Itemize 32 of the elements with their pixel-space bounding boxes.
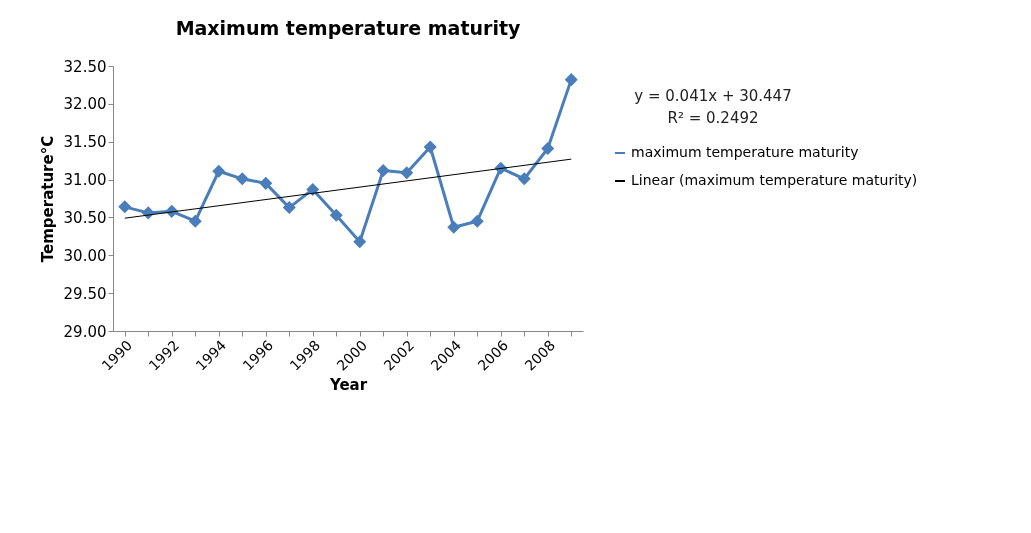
y-tick-label: 29.00 (63, 322, 107, 341)
point (118, 200, 132, 214)
point (188, 214, 202, 228)
point (541, 142, 555, 156)
y-tick-label: 30.00 (63, 246, 107, 265)
text: R² = 0.2492 (667, 109, 759, 127)
point (353, 235, 367, 249)
point (282, 201, 296, 215)
legend-label: maximum temperature maturity (631, 144, 859, 160)
point (470, 214, 484, 228)
point (259, 176, 273, 190)
y-tick-label: 32.50 (63, 57, 107, 76)
x-axis-title: Year (328, 375, 368, 394)
y-tick-label: 31.00 (63, 171, 107, 190)
y-axis-title: Temperature°C (38, 135, 57, 263)
y-tick-label: 31.50 (63, 133, 107, 152)
point (564, 73, 578, 87)
point (423, 140, 437, 154)
y-tick-label: 30.50 (63, 208, 107, 227)
point (376, 163, 390, 177)
point (212, 164, 226, 178)
point (400, 166, 414, 180)
chart-title: Maximum temperature maturity (175, 17, 521, 39)
point (447, 220, 461, 234)
point (517, 172, 531, 186)
y-tick-label: 29.50 (63, 284, 107, 303)
point (329, 208, 343, 222)
text: y = 0.041x + 30.447 (634, 87, 792, 105)
legend-label: Linear (maximum temperature maturity) (631, 172, 918, 188)
y-tick-label: 32.00 (63, 95, 107, 114)
point (306, 182, 320, 196)
point (235, 172, 249, 186)
